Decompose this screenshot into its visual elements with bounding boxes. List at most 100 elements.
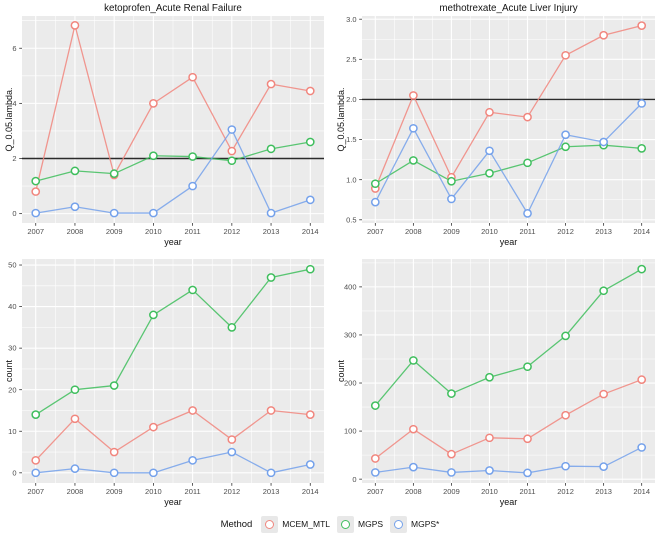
x-tick-label: 2009 — [443, 487, 460, 496]
y-tick-label: 2.0 — [346, 95, 356, 104]
series-line-MCEM_MTL — [374, 379, 642, 459]
chart-ketoprofen-acute-renal-failure: 0 2 4 6 2007 2008 2009 2010 2011 2012 2013 2014 year… — [0, 0, 330, 250]
data-point-MGPS* — [149, 468, 158, 478]
data-point-MCEM_MTL — [485, 107, 494, 117]
legend-item-mgps: MGPS — [337, 515, 383, 533]
x-tick-label: 2014 — [302, 227, 319, 236]
data-point-MGPS* — [561, 461, 570, 471]
circle-marker-icon — [265, 519, 275, 529]
y-tick-label: 30 — [8, 344, 16, 353]
data-point-MGPS* — [599, 462, 608, 472]
data-point-MGPS — [188, 152, 197, 161]
series-line-MGPS* — [35, 451, 311, 474]
data-point-MGPS* — [523, 468, 532, 478]
data-point-MGPS — [227, 156, 237, 166]
data-point-MGPS — [305, 137, 315, 147]
data-point-MGPS* — [637, 443, 647, 452]
x-tick-label: 2007 — [27, 227, 44, 236]
data-point-MGPS — [149, 310, 158, 320]
y-axis-label: count — [336, 359, 346, 382]
data-point-MCEM_MTL — [266, 79, 276, 89]
data-point-MGPS* — [305, 195, 315, 205]
data-point-MGPS — [599, 286, 608, 296]
y-tick-label: 0.5 — [346, 215, 356, 224]
data-point-MGPS* — [637, 99, 647, 108]
data-point-MCEM_MTL — [70, 414, 80, 424]
y-tick-label: 20 — [8, 385, 16, 394]
series-line-MGPS — [35, 268, 311, 416]
legend-key — [337, 515, 354, 533]
data-point-MGPS* — [305, 460, 315, 469]
chart-title: ketoprofen_Acute Renal Failure — [104, 3, 242, 14]
y-tick-label: 2 — [12, 154, 16, 163]
x-tick-label: 2014 — [633, 227, 650, 236]
series-line-MCEM_MTL — [35, 24, 311, 192]
data-point-MGPS* — [31, 208, 41, 218]
data-point-MGPS — [637, 264, 647, 274]
data-point-MGPS — [409, 356, 418, 365]
data-point-MCEM_MTL — [485, 433, 494, 443]
chart-svg: 0.5 1.0 1.5 2.0 2.5 3.0 2007 2008 2009 2010 2011 20… — [336, 3, 655, 247]
data-point-MCEM_MTL — [188, 72, 197, 82]
y-tick-label: 2.5 — [346, 55, 356, 64]
y-tick-label: 0 — [352, 475, 356, 484]
data-point-MGPS* — [70, 202, 80, 212]
data-point-MGPS — [485, 168, 494, 178]
data-point-MCEM_MTL — [561, 410, 570, 420]
x-axis-label: year — [164, 497, 182, 507]
data-point-MCEM_MTL — [305, 86, 315, 96]
x-tick-label: 2010 — [481, 487, 498, 496]
chart-methotrexate-acute-liver-injury: 0.5 1.0 1.5 2.0 2.5 3.0 2007 2008 2009 2010 2011 20… — [330, 0, 660, 250]
y-tick-label: 1.0 — [346, 175, 356, 184]
series-line-MGPS — [374, 268, 643, 407]
legend-item-label: MGPS* — [411, 519, 440, 529]
x-tick-label: 2008 — [67, 487, 84, 496]
data-point-MGPS* — [109, 468, 119, 478]
data-point-MGPS* — [485, 466, 494, 475]
chart-svg: 0 100 200 300 400 2007 2008 2009 2010 2011 2012 201… — [336, 259, 655, 507]
data-point-MGPS* — [227, 447, 237, 457]
data-point-MGPS* — [266, 468, 276, 478]
x-tick-label: 2011 — [519, 487, 535, 496]
data-point-MGPS* — [409, 462, 418, 472]
data-point-MGPS* — [485, 146, 494, 156]
series-line-MGPS* — [375, 446, 642, 474]
data-point-MCEM_MTL — [370, 454, 380, 463]
legend-key — [261, 515, 279, 533]
x-tick-label: 2008 — [405, 487, 422, 496]
x-tick-label: 2010 — [145, 487, 162, 496]
y-tick-label: 6 — [12, 44, 16, 53]
x-tick-label: 2013 — [263, 227, 280, 236]
legend-item-mgps-star: MGPS* — [390, 515, 440, 533]
data-point-MCEM_MTL — [227, 435, 237, 444]
data-point-MCEM_MTL — [599, 30, 608, 40]
chart-methotrexate-count: 0 100 200 300 400 2007 2008 2009 2010 2011 2012 201… — [330, 250, 660, 510]
x-tick-label: 2010 — [481, 227, 498, 236]
x-tick-label: 2012 — [223, 487, 240, 496]
data-point-MCEM_MTL — [70, 21, 80, 30]
data-point-MCEM_MTL — [523, 434, 532, 444]
y-axis-label: Q_0.05.lambda. — [336, 87, 346, 151]
x-tick-label: 2008 — [405, 227, 422, 236]
data-point-MGPS* — [149, 208, 158, 218]
circle-marker-icon — [341, 519, 350, 529]
legend-item-label: MCEM_MTL — [282, 519, 330, 529]
data-point-MCEM_MTL — [637, 21, 647, 30]
data-point-MGPS* — [31, 468, 41, 478]
data-point-MCEM_MTL — [409, 91, 418, 100]
y-tick-label: 0 — [12, 209, 16, 218]
x-tick-label: 2012 — [223, 227, 240, 236]
data-point-MGPS — [561, 142, 570, 152]
circle-marker-icon — [394, 519, 404, 529]
x-axis-label: year — [164, 237, 182, 247]
x-tick-label: 2011 — [519, 227, 535, 236]
data-point-MGPS* — [188, 456, 197, 465]
data-point-MGPS — [637, 144, 647, 153]
x-tick-label: 2007 — [27, 487, 44, 496]
data-point-MGPS — [31, 410, 41, 419]
data-point-MGPS — [227, 323, 237, 332]
y-tick-label: 400 — [344, 282, 357, 291]
data-point-MGPS — [485, 372, 494, 382]
y-tick-label: 100 — [344, 427, 357, 436]
